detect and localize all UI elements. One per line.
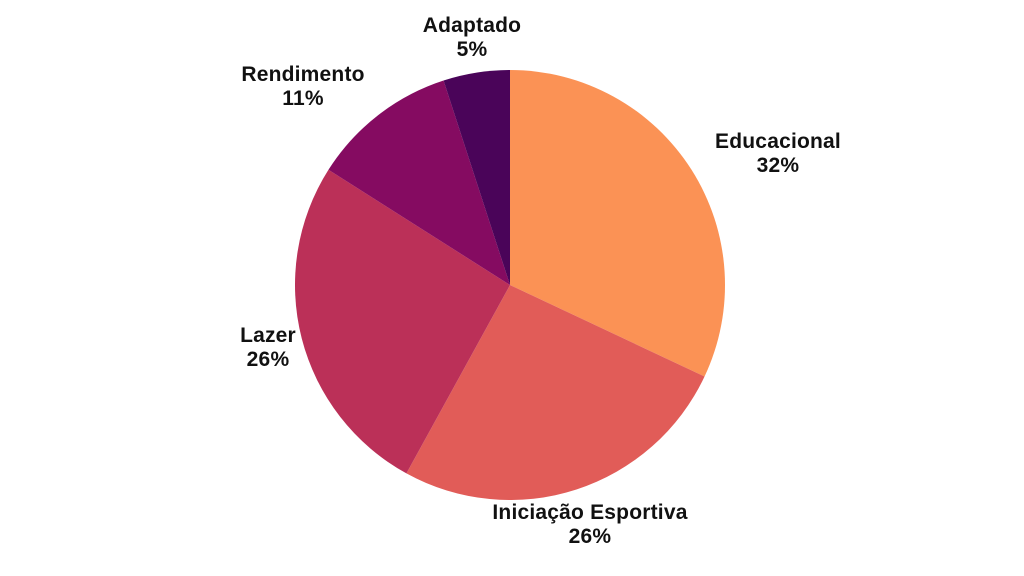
slice-label-pct: 5% bbox=[456, 38, 488, 61]
slice-label-iniciacao-esportiva: Iniciação Esportiva 26% bbox=[492, 501, 687, 549]
slice-label-pct: 11% bbox=[282, 87, 324, 110]
slice-label-pct: 32% bbox=[756, 154, 800, 177]
slice-label-name: Iniciação Esportiva bbox=[492, 501, 688, 524]
slice-label-rendimento: Rendimento 11% bbox=[241, 63, 364, 111]
pie-slice-adaptado bbox=[443, 70, 510, 285]
slice-label-name: Rendimento bbox=[241, 63, 365, 86]
slice-label-educacional: Educacional 32% bbox=[715, 130, 841, 178]
slice-label-adaptado: Adaptado 5% bbox=[423, 14, 521, 62]
pie-slice-educacional bbox=[510, 70, 726, 377]
slice-label-name: Educacional bbox=[715, 130, 841, 153]
slice-label-pct: 26% bbox=[568, 525, 612, 548]
pie-slice-rendimento bbox=[328, 80, 510, 286]
pie-slice-lazer bbox=[294, 169, 510, 474]
slice-label-pct: 26% bbox=[246, 348, 290, 371]
slice-label-lazer: Lazer 26% bbox=[240, 324, 296, 372]
pie-slice-iniciacao-esportiva bbox=[406, 285, 705, 501]
slice-label-name: Lazer bbox=[240, 324, 296, 347]
slice-label-name: Adaptado bbox=[422, 14, 522, 37]
